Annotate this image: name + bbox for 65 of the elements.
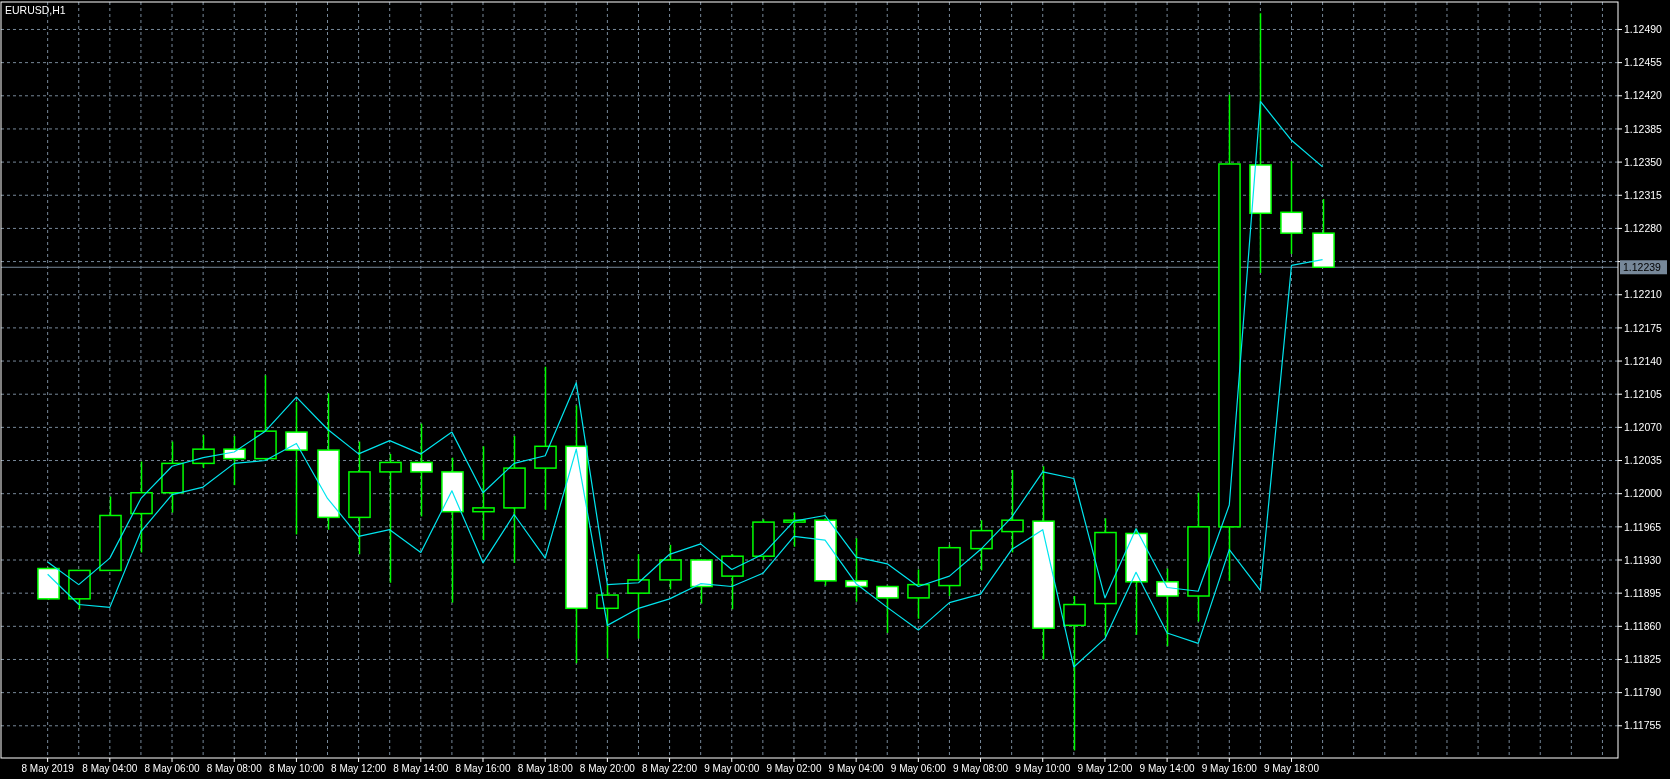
- y-tick-label: 1.12280: [1624, 222, 1663, 235]
- y-tick-label: 1.12140: [1624, 354, 1663, 367]
- x-tick-label: 8 May 10:00: [268, 763, 325, 774]
- candlestick: [379, 453, 402, 584]
- y-tick-label: 1.12385: [1624, 122, 1663, 135]
- y-tick-label: 1.11930: [1624, 553, 1662, 566]
- y-tick-label: 1.12420: [1624, 89, 1663, 102]
- y-tick-label: 1.11790: [1624, 686, 1662, 699]
- y-tick-label: 1.12350: [1624, 155, 1663, 168]
- candlestick: [410, 422, 433, 518]
- x-tick-label: 8 May 14:00: [393, 763, 449, 774]
- y-tick-label: 1.11965: [1624, 520, 1662, 533]
- y-tick-label: 1.11755: [1624, 719, 1662, 732]
- candlestick: [845, 537, 868, 603]
- candlestick: [1063, 595, 1086, 752]
- y-tick-label: 1.12175: [1624, 321, 1663, 334]
- candlestick: [130, 460, 153, 554]
- candlestick: [285, 401, 308, 536]
- y-tick-label: 1.12035: [1624, 454, 1663, 467]
- candlestick: [534, 365, 557, 511]
- x-tick-label: 9 May 12:00: [1077, 763, 1133, 774]
- y-tick-label: 1.12070: [1624, 421, 1663, 434]
- y-tick-label: 1.12315: [1624, 188, 1663, 201]
- y-tick-label: 1.11825: [1624, 653, 1662, 666]
- candlestick: [596, 583, 619, 660]
- candlestick: [1001, 469, 1024, 554]
- candlestick: [721, 553, 744, 611]
- candlestick: [970, 519, 993, 572]
- candlestick: [659, 544, 682, 591]
- x-tick-label: 9 May 16:00: [1201, 763, 1258, 774]
- x-tick-label: 9 May 10:00: [1015, 763, 1071, 774]
- line-series: [47, 100, 1324, 599]
- x-tick-label: 8 May 16:00: [455, 763, 511, 774]
- x-tick-label: 9 May 02:00: [766, 763, 822, 774]
- y-tick-label: 1.12210: [1624, 288, 1663, 301]
- x-tick-label: 9 May 06:00: [890, 763, 947, 774]
- x-tick-label: 8 May 20:00: [579, 763, 636, 774]
- y-tick-label: 1.11860: [1624, 619, 1662, 632]
- candlestick: [907, 568, 930, 620]
- x-tick-label: 8 May 22:00: [642, 763, 698, 774]
- candlestick: [192, 434, 215, 469]
- y-tick-label: 1.11895: [1624, 586, 1662, 599]
- x-tick-label: 9 May 08:00: [953, 763, 1009, 774]
- candlestick: [472, 445, 495, 541]
- y-tick-label: 1.12490: [1624, 23, 1663, 36]
- chart-title: EURUSD,H1: [5, 4, 66, 16]
- candlestick: [627, 553, 650, 640]
- x-tick-label: 9 May 14:00: [1139, 763, 1196, 774]
- candlestick: [1156, 567, 1179, 647]
- y-tick-label: 1.12000: [1624, 487, 1663, 500]
- x-tick-label: 8 May 12:00: [331, 763, 387, 774]
- x-tick-label: 8 May 06:00: [144, 763, 200, 774]
- x-tick-label: 9 May 00:00: [704, 763, 760, 774]
- x-tick-label: 8 May 08:00: [206, 763, 263, 774]
- ref-line-label: 1.12239: [1623, 260, 1662, 273]
- x-tick-label: 9 May 04:00: [828, 763, 885, 774]
- candlestick: [1280, 160, 1303, 255]
- x-tick-label: 8 May 04:00: [82, 763, 138, 774]
- y-tick-label: 1.12455: [1624, 56, 1663, 69]
- x-tick-label: 9 May 18:00: [1263, 763, 1320, 774]
- candlestick: [876, 584, 899, 634]
- x-tick-label: 8 May 2019: [21, 763, 75, 774]
- candlestick: [223, 435, 246, 486]
- y-tick-label: 1.12105: [1624, 387, 1663, 400]
- x-tick-label: 8 May 18:00: [517, 763, 574, 774]
